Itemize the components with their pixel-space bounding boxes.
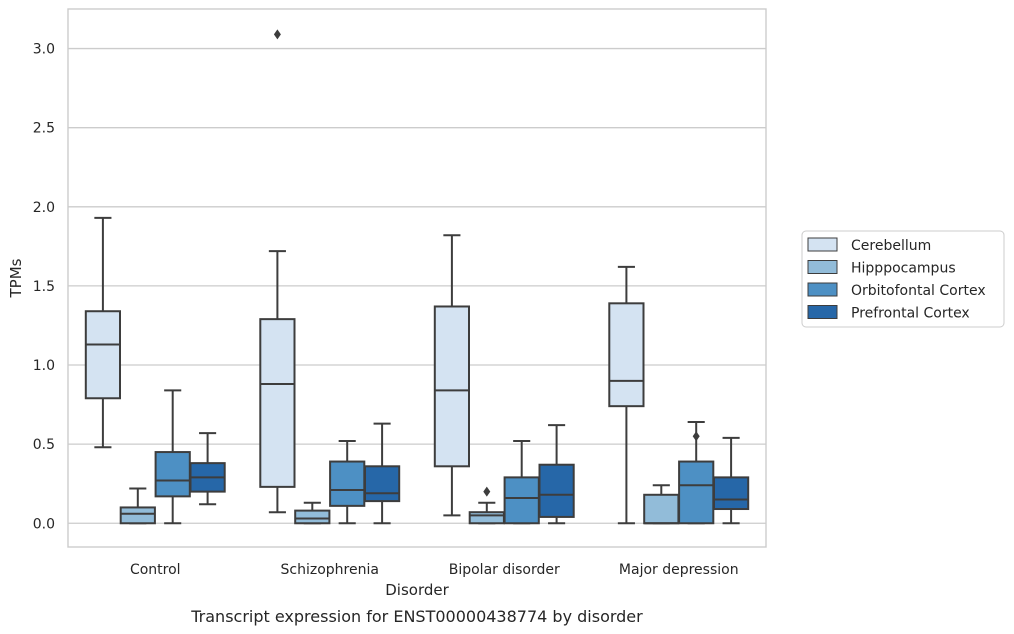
y-axis-ticks: 0.0 0.5 1.0 1.5 2.0 2.5 3.0 [33,42,55,533]
y-tick-label: 1.0 [33,358,55,374]
box [363,465,401,503]
legend: Cerebellum Hipppocampus Orbitofontal Corte… [801,230,1005,328]
y-tick-label: 1.5 [33,279,55,295]
legend-entry: Orbitofontal Cortex [851,283,986,299]
box [678,460,715,525]
box [538,463,575,518]
box [154,451,191,498]
box [259,318,296,488]
grid-lines [68,47,766,524]
y-tick-label: 0.5 [33,437,55,453]
box-groups [84,29,750,525]
box [468,511,505,525]
legend-swatch [807,282,838,297]
box-bipolar-disorder-2 [503,439,540,525]
legend-entry: Cerebellum [851,238,931,254]
box [643,493,680,525]
y-tick-label: 2.5 [33,121,55,137]
y-tick-label: 0.0 [33,516,55,532]
x-tick-label: Major depression [619,562,739,578]
y-tick-label: 2.0 [33,200,55,216]
box-schizophrenia-2 [329,439,366,525]
box-control-0 [84,216,122,449]
box-major-depression-0 [608,265,645,525]
box-bipolar-disorder-0 [433,234,471,517]
legend-swatch [807,260,838,274]
chart-caption: Transcript expression for ENST0000043877… [190,607,643,626]
x-tick-label: Bipolar disorder [449,562,560,578]
legend-frame [801,230,1005,328]
x-axis-label: Disorder [385,581,449,599]
box-schizophrenia-1 [294,501,331,525]
box-schizophrenia-3 [363,422,401,525]
box-schizophrenia-0 [259,29,296,514]
x-axis-ticks: Control Schizophrenia Bipolar disorder Majo… [130,562,739,578]
box-control-3 [189,432,226,506]
legend-entry: Prefrontal Cortex [851,306,970,322]
box [503,476,540,525]
box [294,509,331,525]
outlier-marker [692,431,700,442]
y-axis-label: TPMs [7,258,25,298]
box-control-2 [154,389,191,525]
x-tick-label: Schizophrenia [281,562,379,578]
legend-swatch [807,305,838,319]
box [119,506,156,525]
box-control-1 [119,487,156,525]
box [329,460,366,507]
plot-frame [67,8,767,548]
x-tick-label: Control [130,562,181,578]
outlier-marker [483,486,491,497]
legend-entry: Hipppocampus [851,261,956,277]
box-bipolar-disorder-3 [538,424,575,525]
box-bipolar-disorder-1 [468,486,505,525]
box-major-depression-1 [643,484,680,525]
box-major-depression-3 [712,436,750,525]
box-major-depression-2 [678,420,715,525]
box [84,310,122,400]
legend-swatch [807,237,838,252]
box [712,476,750,511]
box [433,305,471,468]
y-tick-label: 3.0 [33,42,55,58]
outlier-marker [273,29,281,40]
box [608,302,645,408]
